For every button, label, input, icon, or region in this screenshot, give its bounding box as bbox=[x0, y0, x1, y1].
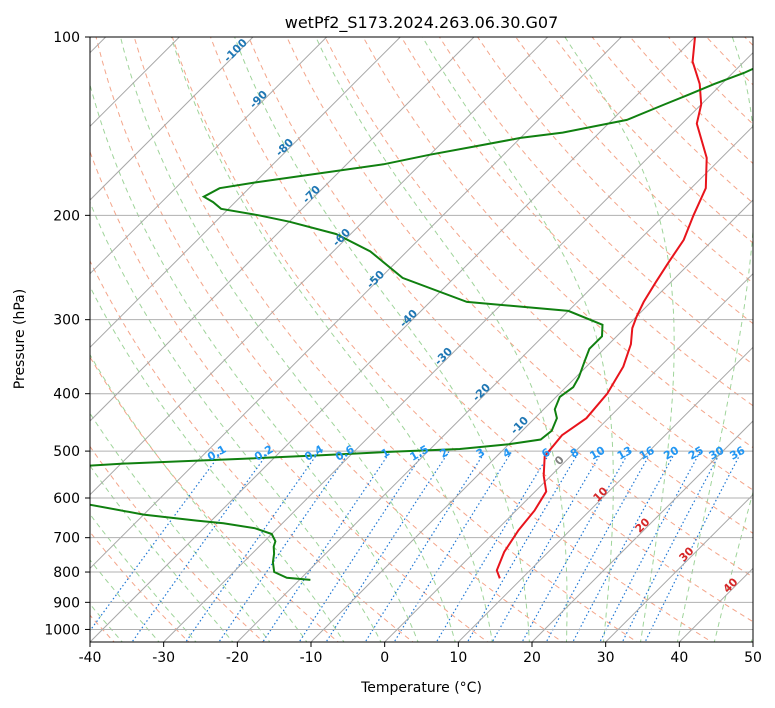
mixing-ratio-line bbox=[572, 450, 677, 642]
x-tick-label: 50 bbox=[744, 650, 762, 666]
x-axis-ticks: -40 -30 -20 -10 0 10 20 30 40 50 bbox=[79, 642, 762, 666]
isotherm-line bbox=[90, 37, 328, 275]
isotherm-line bbox=[384, 272, 753, 642]
isotherm-line bbox=[90, 37, 696, 642]
y-axis-ticks: 100 200 300 400 500 600 700 800 900 1000 bbox=[44, 30, 90, 638]
dry-adiabat bbox=[210, 37, 753, 623]
mixing-ratio-line bbox=[621, 450, 722, 642]
y-tick-label: 900 bbox=[53, 595, 80, 611]
plot-area: -100-90-80-70-60-50-40-30-20-10010203040… bbox=[90, 37, 753, 642]
isotherm-line bbox=[90, 37, 475, 422]
x-tick-label: -40 bbox=[79, 650, 102, 666]
mixing-ratio-lines bbox=[90, 450, 743, 642]
isotherm-line bbox=[90, 37, 254, 201]
y-tick-label: 1000 bbox=[44, 622, 80, 638]
dry-adiabat bbox=[362, 37, 753, 449]
mixing-ratio-line bbox=[218, 450, 351, 642]
moist-adiabat bbox=[120, 37, 456, 642]
y-tick-label: 700 bbox=[53, 531, 80, 547]
moist-adiabat bbox=[422, 37, 614, 642]
isotherm-line bbox=[310, 199, 753, 642]
isotherm-line bbox=[236, 125, 753, 642]
y-tick-label: 300 bbox=[53, 313, 80, 329]
mixing-ratio-line bbox=[325, 450, 450, 642]
y-tick-label: 500 bbox=[53, 444, 80, 460]
y-tick-label: 600 bbox=[53, 491, 80, 507]
y-tick-label: 800 bbox=[53, 565, 80, 581]
dry-adiabat bbox=[95, 37, 564, 642]
y-tick-label: 200 bbox=[53, 208, 80, 224]
isotherm-line bbox=[605, 493, 753, 642]
x-tick-label: 10 bbox=[449, 650, 467, 666]
y-axis-label: Pressure (hPa) bbox=[12, 289, 28, 389]
mixing-ratio-line bbox=[262, 450, 392, 642]
x-tick-label: 30 bbox=[597, 650, 615, 666]
y-tick-label: 400 bbox=[53, 387, 80, 403]
pressure-gridlines bbox=[90, 37, 753, 630]
x-tick-label: -30 bbox=[152, 650, 175, 666]
mixing-ratio-line bbox=[131, 450, 270, 642]
isotherm-line bbox=[531, 420, 753, 642]
temperature-profile-line bbox=[495, 37, 708, 579]
chart-title: wetPf2_S173.2024.263.06.30.G07 bbox=[285, 13, 559, 33]
dry-adiabat bbox=[477, 37, 753, 325]
isotherm-line bbox=[457, 346, 753, 642]
x-tick-label: -10 bbox=[300, 650, 323, 666]
mixing-ratio-line bbox=[185, 450, 320, 642]
isotherm-line bbox=[163, 51, 753, 642]
dry-adiabat bbox=[324, 37, 753, 491]
dry-adiabat bbox=[90, 150, 489, 642]
mixing-ratio-line bbox=[298, 450, 425, 642]
x-axis-label: Temperature (°C) bbox=[360, 680, 482, 696]
x-tick-label: -20 bbox=[226, 650, 249, 666]
x-tick-label: 40 bbox=[670, 650, 688, 666]
plot-frame bbox=[89, 36, 754, 643]
moist-adiabat bbox=[564, 37, 675, 642]
x-tick-label: 0 bbox=[380, 650, 389, 666]
moist-adiabat bbox=[315, 37, 568, 642]
x-tick-label: 20 bbox=[523, 650, 541, 666]
moist-adiabat bbox=[90, 353, 308, 642]
mixing-ratio-line bbox=[90, 450, 223, 632]
isotherm-line bbox=[90, 37, 549, 496]
y-tick-label: 100 bbox=[53, 30, 80, 46]
moist-adiabat bbox=[170, 37, 493, 642]
dewpoint-profile-line bbox=[90, 67, 753, 581]
mixing-ratio-line bbox=[466, 450, 580, 642]
mixing-ratio-line bbox=[393, 450, 513, 642]
mixing-ratio-line bbox=[599, 450, 702, 642]
profile-series bbox=[90, 37, 753, 581]
isotherm-line bbox=[90, 37, 401, 349]
